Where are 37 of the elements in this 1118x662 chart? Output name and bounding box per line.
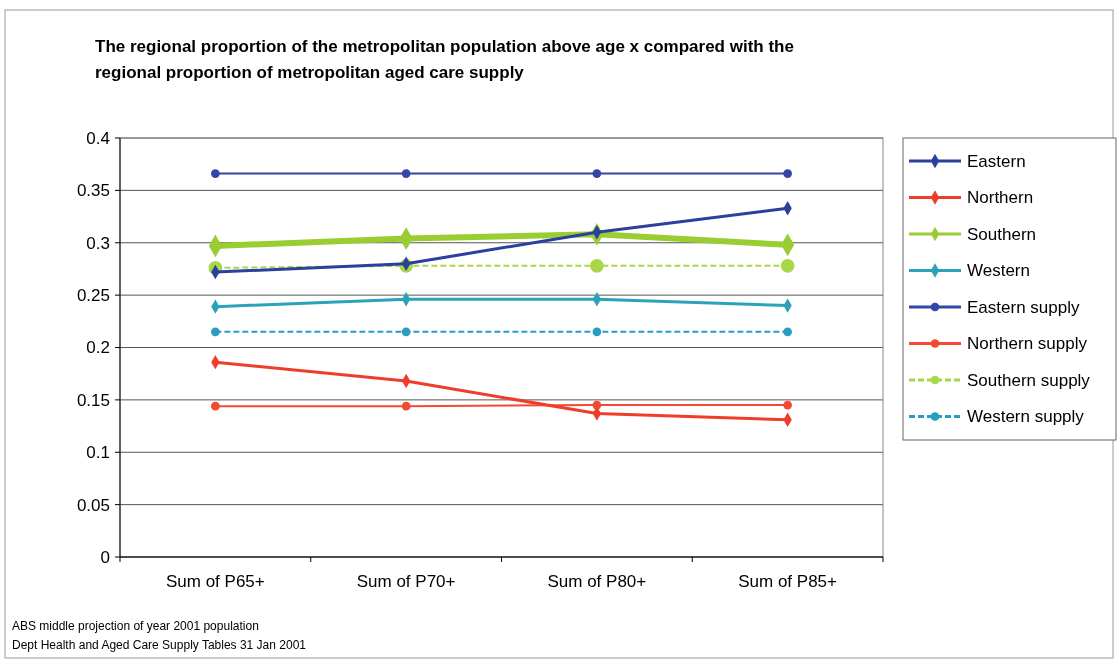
point (401, 169, 411, 178)
point (780, 258, 795, 273)
legend-label: Western supply (967, 407, 1085, 427)
text: Dept Health and Aged Care Supply Tables 31 Jan 2001 (12, 638, 307, 652)
y-tick-label: 0.1 (86, 443, 110, 463)
legend-label: Eastern (967, 151, 1026, 171)
point (401, 327, 411, 337)
legend-label: Northern supply (967, 334, 1088, 354)
point (783, 400, 792, 410)
y-tick-label: 0.2 (86, 338, 110, 358)
legend-label: Northern (967, 188, 1034, 208)
y-tick-label: 0.3 (86, 233, 110, 253)
point (783, 169, 792, 178)
text: ABS middle projection of year 2001 population (12, 619, 259, 633)
point (211, 169, 220, 178)
point (401, 401, 411, 411)
y-tick-label: 0.15 (76, 390, 110, 410)
x-tick-label: Sum of P85+ (738, 572, 838, 591)
x-tick-label: Sum of P80+ (547, 572, 647, 591)
y-tick-label: 0 (100, 547, 110, 567)
point (589, 258, 604, 273)
y-tick-label: 0.05 (76, 495, 110, 515)
legend-label: Southern supply (967, 370, 1091, 390)
x-tick-label: Sum of P70+ (356, 572, 456, 591)
x-tick-label: Sum of P65+ (165, 572, 265, 591)
point (592, 169, 602, 178)
point (211, 327, 220, 337)
y-tick-label: 0.25 (76, 286, 110, 306)
y-tick-label: 0.35 (76, 181, 110, 201)
y-tick-label: 0.4 (86, 128, 110, 148)
legend-label: Southern (967, 224, 1036, 244)
point (211, 401, 220, 411)
point (592, 327, 602, 337)
chart-title: The regional proportion of the metropolitan population above age x compared with the regional proportion of metropolitan aged care supply (95, 37, 794, 82)
legend-label: Western (967, 261, 1030, 281)
legend-label: Eastern supply (967, 297, 1080, 317)
point (783, 327, 792, 337)
